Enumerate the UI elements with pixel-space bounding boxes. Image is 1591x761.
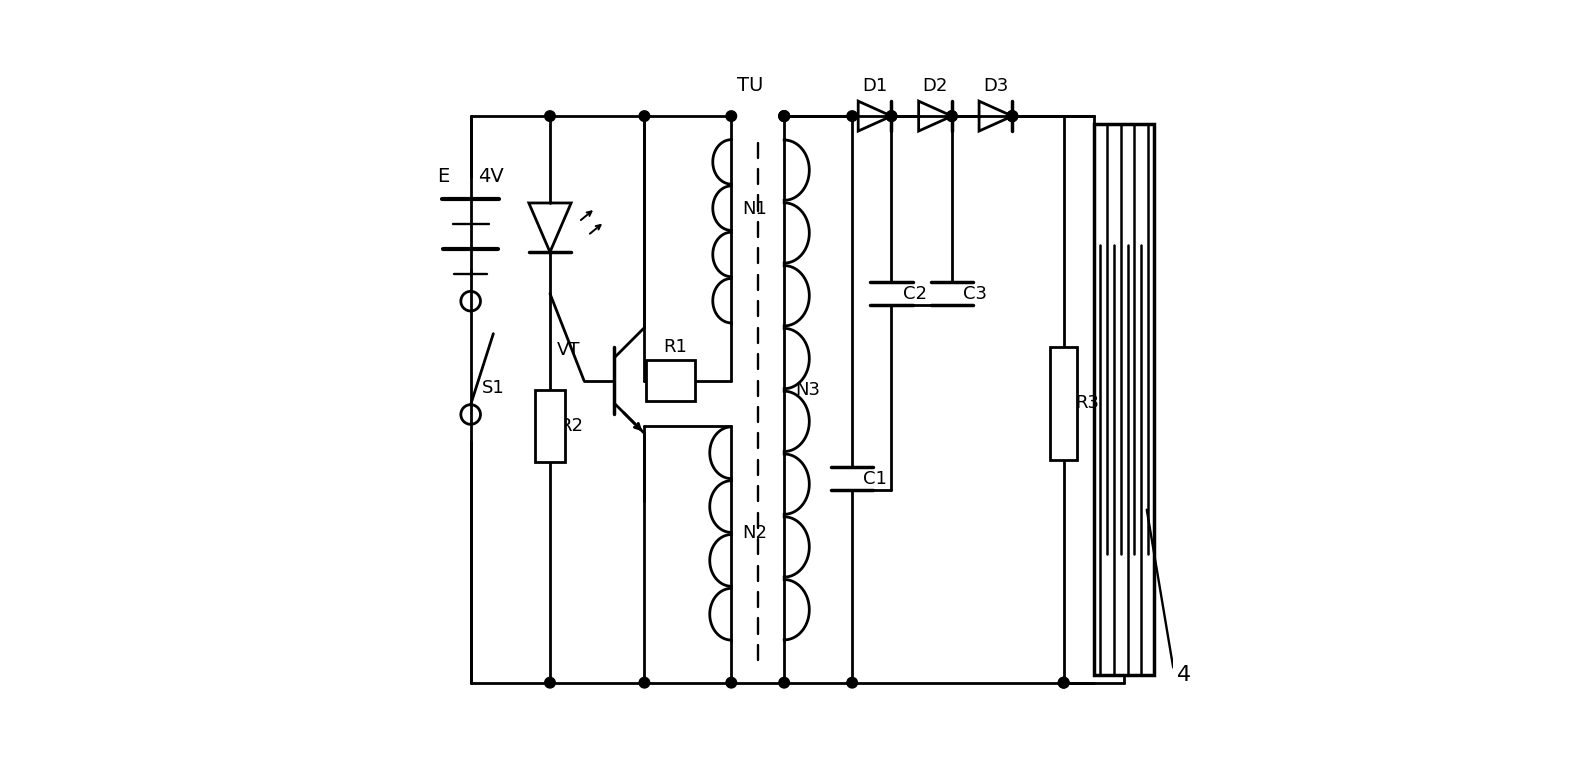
Text: TU: TU (737, 76, 764, 95)
Text: R1: R1 (663, 338, 687, 355)
Text: D2: D2 (923, 77, 948, 95)
Circle shape (1007, 111, 1018, 122)
Circle shape (886, 111, 897, 122)
Text: S1: S1 (482, 379, 504, 397)
Text: C2: C2 (902, 285, 928, 303)
Text: E: E (436, 167, 449, 186)
Circle shape (640, 111, 649, 122)
Circle shape (846, 111, 858, 122)
Circle shape (886, 111, 897, 122)
Circle shape (846, 677, 858, 688)
Bar (1050, 346, 1077, 460)
Text: C1: C1 (864, 470, 888, 488)
Text: N2: N2 (743, 524, 767, 543)
Text: 4: 4 (1177, 665, 1192, 685)
Circle shape (1007, 111, 1018, 122)
Text: R3: R3 (1076, 394, 1099, 412)
Circle shape (544, 111, 555, 122)
Text: D1: D1 (862, 77, 888, 95)
Text: D3: D3 (983, 77, 1009, 95)
Circle shape (1058, 677, 1069, 688)
Circle shape (947, 111, 958, 122)
Circle shape (780, 111, 789, 122)
Circle shape (640, 677, 649, 688)
Text: C3: C3 (963, 285, 986, 303)
Circle shape (1058, 677, 1069, 688)
Circle shape (780, 111, 789, 122)
Text: 4V: 4V (479, 167, 504, 186)
Text: R2: R2 (558, 417, 582, 435)
Text: N1: N1 (743, 199, 767, 218)
Bar (535, 390, 565, 462)
Circle shape (725, 677, 737, 688)
Circle shape (780, 677, 789, 688)
Circle shape (780, 111, 789, 122)
Circle shape (544, 677, 555, 688)
Text: VT: VT (557, 341, 581, 359)
Circle shape (1007, 111, 1018, 122)
Circle shape (947, 111, 958, 122)
Bar (646, 360, 695, 401)
Text: N3: N3 (796, 381, 821, 399)
Bar (1095, 123, 1155, 675)
Circle shape (725, 111, 737, 122)
